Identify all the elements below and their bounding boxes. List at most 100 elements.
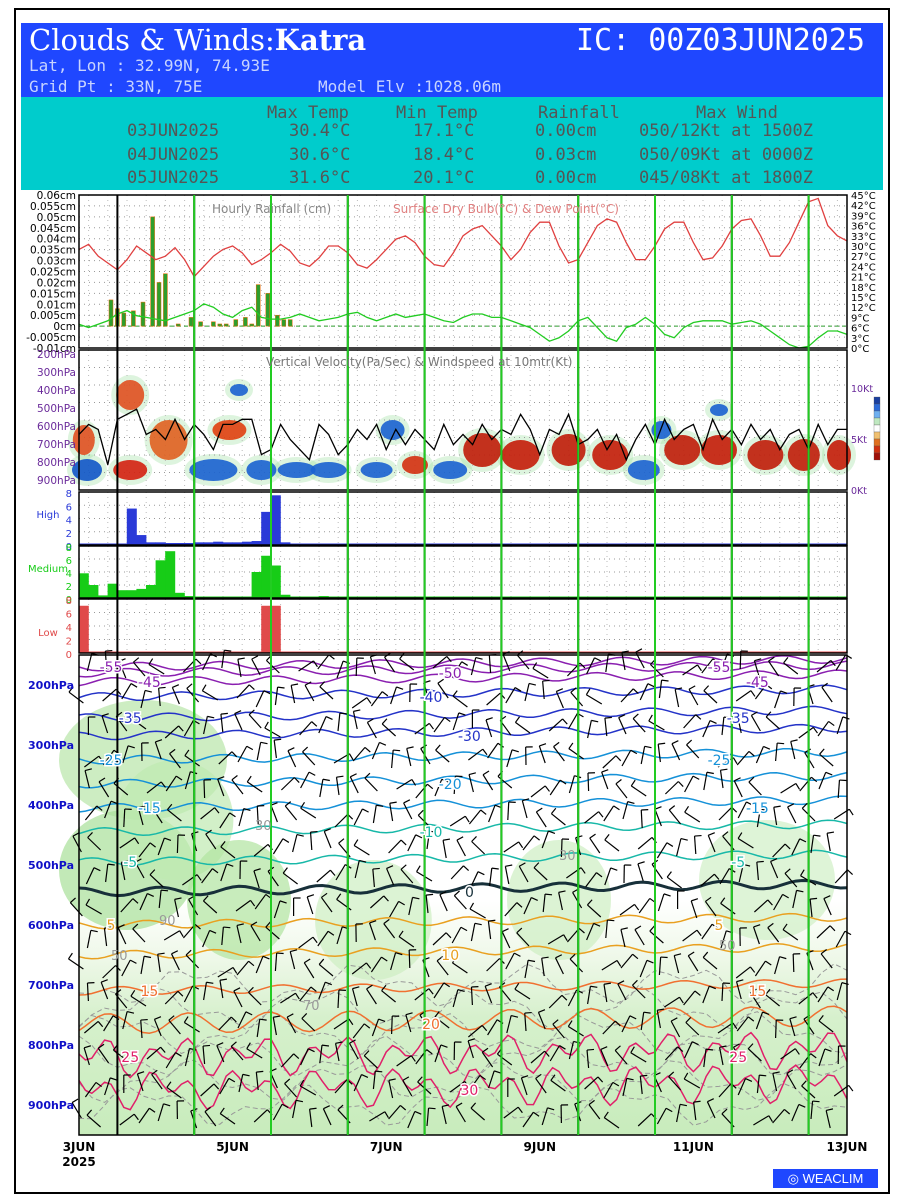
wind-barb <box>298 660 314 672</box>
rain-bar <box>108 299 114 327</box>
wind-barb <box>470 923 476 942</box>
wind-barb-feather <box>695 714 702 720</box>
vv-shade <box>72 459 102 481</box>
wind-barb-feather <box>528 959 536 963</box>
wind-barb-feather <box>313 660 318 668</box>
wind-barb <box>570 692 584 707</box>
wind-barb-feather <box>202 1044 211 1047</box>
wind-barb <box>507 801 510 821</box>
wind-barb-feather <box>137 1071 145 1075</box>
wind-barb <box>504 902 518 917</box>
wind-barb-feather <box>127 1010 135 1014</box>
wind-barb <box>449 815 466 827</box>
wind-barb <box>774 956 781 975</box>
wind-barb-feather <box>586 899 593 906</box>
wind-barb-feather <box>284 1078 291 1085</box>
wind-barb-feather <box>117 924 125 929</box>
wind-barb <box>497 775 513 789</box>
wind-barb <box>398 936 415 948</box>
wind-barb-feather <box>493 1070 502 1074</box>
wind-barb-feather <box>692 775 700 780</box>
wind-barb-feather <box>826 831 835 834</box>
wind-barb <box>703 1049 707 1068</box>
wind-barb-feather <box>712 658 719 664</box>
vv-shade <box>113 460 148 480</box>
wind-barb <box>101 715 109 734</box>
row-min-temp: 18.4°C <box>413 145 475 165</box>
wind-barb <box>353 808 363 826</box>
wind-barb-feather <box>847 869 854 876</box>
wind-barb-feather <box>242 1073 250 1077</box>
wind-barb <box>318 716 327 734</box>
wind-barb <box>481 1051 494 1068</box>
wind-barb <box>603 1117 620 1129</box>
wind-barb-feather <box>536 807 543 813</box>
wind-barb-feather <box>795 783 801 790</box>
wind-barb-feather <box>97 1021 104 1028</box>
wind-barb <box>123 808 126 828</box>
wind-barb-feather <box>533 835 540 841</box>
medium-cloud-bar <box>117 590 128 598</box>
wind-barb-feather <box>471 836 477 842</box>
wind-barb-feather <box>848 1085 854 1092</box>
wind-barb <box>248 714 262 729</box>
low-cloud-tick-label: 4 <box>66 623 72 634</box>
date-tick-label: 11JUN <box>673 1140 714 1154</box>
wind-barb <box>637 1113 652 1127</box>
wind-barb-feather <box>220 712 228 715</box>
wind-barb <box>818 1020 834 1033</box>
wind-barb <box>471 841 486 855</box>
wind-barb-feather <box>783 657 789 664</box>
wind-barb <box>389 901 400 918</box>
wind-barb-feather <box>335 1041 343 1044</box>
wind-barb <box>202 1046 206 1065</box>
wind-barb <box>204 1111 217 1127</box>
wind-barb <box>388 1105 401 1120</box>
wind-barb <box>835 930 846 948</box>
wind-barb <box>388 1080 394 1099</box>
wind-barb <box>621 1015 631 1033</box>
wind-tick-label: 10Kt <box>851 384 873 395</box>
wind-barb-feather <box>615 755 622 762</box>
wind-barb-feather <box>470 1102 477 1109</box>
wind-barb <box>202 930 211 948</box>
wind-barb-feather <box>544 785 550 792</box>
wind-barb-feather <box>468 772 476 776</box>
wind-barb-feather <box>234 710 242 715</box>
wind-barb <box>772 843 786 858</box>
wind-barb-feather <box>686 739 693 746</box>
wind-barb <box>651 863 663 880</box>
wind-barb <box>451 926 462 944</box>
wind-barb <box>434 1044 442 1063</box>
wind-barb <box>102 965 116 979</box>
wind-barb <box>273 900 281 919</box>
wind-barb <box>452 695 468 708</box>
wind-barb <box>586 694 603 705</box>
rh-contour <box>78 963 848 1007</box>
wind-barb-feather <box>166 1081 172 1088</box>
wind-barb-feather <box>127 745 135 749</box>
wind-barb <box>469 908 486 919</box>
wind-barb <box>601 771 609 790</box>
wind-barb-feather <box>848 808 854 816</box>
temp-tick-label: 0°C <box>851 344 869 355</box>
wind-barb-feather <box>545 893 553 896</box>
wind-barb <box>603 1082 614 1099</box>
rain-bar <box>150 216 155 327</box>
wind-barb <box>718 1083 732 1098</box>
wind-barb <box>372 869 375 888</box>
medium-cloud-bar <box>174 592 185 598</box>
wind-barb-feather <box>562 718 568 725</box>
wind-barb <box>735 690 752 702</box>
wind-barb-feather <box>68 686 74 693</box>
high-cloud-bar <box>136 535 147 545</box>
wind-barb <box>668 1076 682 1091</box>
wind-barb-feather <box>259 1018 267 1021</box>
wind-barb-feather <box>439 891 447 896</box>
wind-barb <box>237 745 248 763</box>
wind-barb-feather <box>381 718 388 725</box>
wind-barb-feather <box>617 980 625 985</box>
rain-bar <box>131 310 136 327</box>
medium-cloud-bar <box>146 585 156 598</box>
wind-barb <box>322 1108 332 1126</box>
